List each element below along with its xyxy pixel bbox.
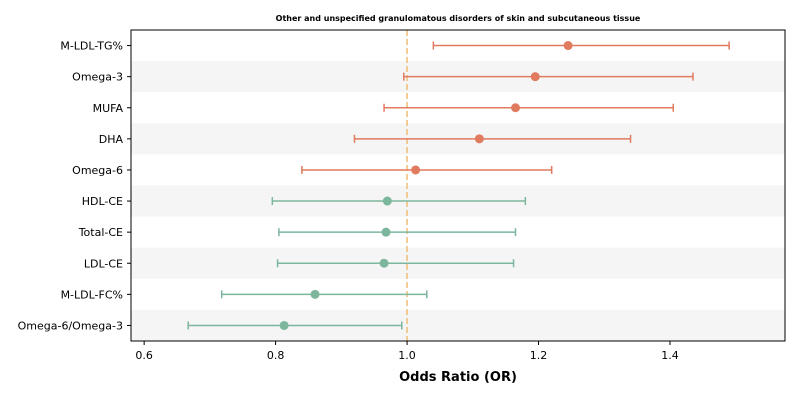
or-point: [310, 289, 320, 299]
x-axis-label: Odds Ratio (OR): [399, 370, 517, 385]
estimate-row: [432, 41, 730, 51]
or-point: [379, 258, 389, 268]
estimate-row: [276, 258, 515, 268]
y-tick-label: M-LDL-FC%: [61, 288, 123, 301]
y-tick-label: DHA: [99, 133, 124, 146]
x-tick-label: 0.6: [135, 349, 153, 362]
or-point: [381, 227, 391, 237]
estimate-row: [403, 72, 694, 82]
or-point: [530, 72, 540, 82]
y-tick-label: LDL-CE: [84, 257, 123, 270]
estimate-row: [353, 134, 632, 144]
chart-title: Other and unspecified granulomatous diso…: [276, 14, 641, 23]
x-tick-label: 1.0: [398, 349, 416, 362]
x-tick-label: 1.4: [661, 349, 679, 362]
plot-frame: [130, 29, 786, 342]
y-tick-label: HDL-CE: [82, 195, 123, 208]
estimate-row: [271, 196, 527, 206]
estimate-row: [187, 320, 403, 330]
x-tick-label: 0.8: [267, 349, 285, 362]
or-point: [411, 165, 421, 175]
or-point: [563, 41, 573, 51]
or-point: [511, 103, 521, 113]
x-axis: 0.6 0.8 1.0 1.2 1.4: [135, 341, 679, 362]
y-tick-label: Omega-6/Omega-3: [18, 319, 123, 332]
or-point: [279, 320, 289, 330]
x-tick-label: 1.2: [530, 349, 548, 362]
y-tick-label: MUFA: [93, 102, 124, 115]
or-point: [382, 196, 392, 206]
estimate-row: [278, 227, 517, 237]
y-tick-label: Omega-3: [72, 71, 123, 84]
estimate-row: [383, 103, 675, 113]
y-tick-label: Total-CE: [78, 226, 123, 239]
estimate-row: [301, 165, 553, 175]
estimate-row: [220, 289, 428, 299]
y-axis: M-LDL-TG% Omega-3 MUFA DHA Omega-6 HDL-CE Tota…: [18, 40, 131, 332]
or-point: [474, 134, 484, 144]
y-tick-label: Omega-6: [72, 164, 123, 177]
plot-marks: [187, 41, 730, 330]
y-tick-label: M-LDL-TG%: [60, 40, 123, 53]
